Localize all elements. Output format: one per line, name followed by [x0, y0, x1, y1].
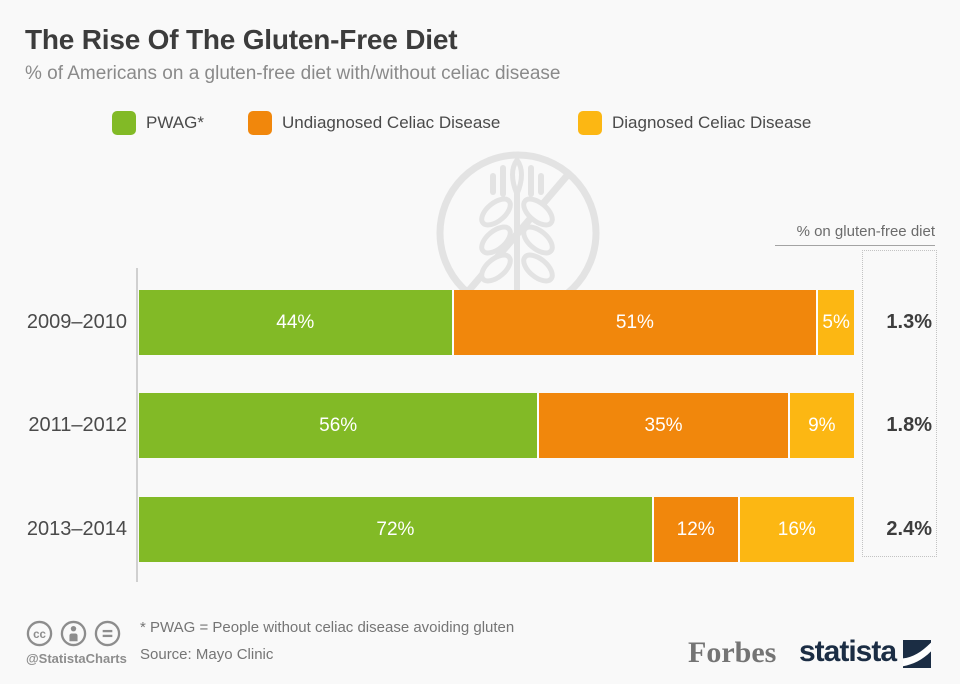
forbes-logo[interactable]: Forbes: [688, 636, 777, 669]
right-axis-title: % on gluten-free diet: [796, 223, 935, 240]
legend-item: PWAG*: [112, 110, 204, 135]
bar-row: 44% 51% 5%: [139, 290, 854, 355]
footnote: * PWAG = People without celiac disease a…: [140, 619, 515, 636]
legend-item: Diagnosed Celiac Disease: [578, 110, 811, 135]
bar-segment: 56%: [139, 393, 540, 458]
statista-swoosh-icon: [903, 640, 932, 668]
bar-segment: 72%: [139, 497, 654, 562]
svg-text:cc: cc: [33, 629, 46, 641]
total-on-diet-label: 1.8%: [886, 414, 932, 436]
bar-segment: 12%: [653, 497, 740, 562]
legend-swatch: [248, 110, 272, 135]
no-derivatives-icon[interactable]: [94, 620, 121, 647]
statista-logo[interactable]: statista: [799, 635, 932, 668]
cc-icon[interactable]: cc: [26, 620, 53, 647]
bar-row: 72% 12% 16%: [139, 497, 854, 562]
bar-segment: 16%: [739, 497, 854, 562]
attribution-icon[interactable]: [60, 620, 87, 647]
legend-swatch: [578, 110, 602, 135]
right-axis-underline: [775, 245, 935, 246]
cc-license-icons[interactable]: cc: [26, 620, 121, 647]
source-label: Source: Mayo Clinic: [140, 646, 274, 663]
page-title: The Rise Of The Gluten-Free Diet: [25, 24, 458, 55]
page-subtitle: % of Americans on a gluten-free diet wit…: [25, 63, 561, 84]
bar-segment: 9%: [789, 393, 854, 458]
y-axis-line: [136, 268, 138, 582]
legend-label: Diagnosed Celiac Disease: [612, 112, 812, 132]
bar-row: 56% 35% 9%: [139, 393, 854, 458]
right-axis-dotted-box: [862, 250, 937, 557]
statista-charts-handle[interactable]: @StatistaCharts: [26, 651, 127, 666]
legend-label: PWAG*: [146, 112, 204, 132]
legend-label: Undiagnosed Celiac Disease: [282, 112, 501, 132]
category-label: 2009–2010: [26, 311, 127, 333]
bar-segment: 35%: [539, 393, 790, 458]
total-on-diet-label: 2.4%: [886, 518, 932, 540]
bar-segment: 44%: [139, 290, 454, 355]
bar-segment: 51%: [453, 290, 819, 355]
statista-logo-text: statista: [799, 635, 897, 668]
category-label: 2011–2012: [28, 414, 127, 436]
bar-segment: 5%: [818, 290, 854, 355]
legend-swatch: [112, 110, 136, 135]
category-label: 2013–2014: [26, 518, 127, 540]
legend-item: Undiagnosed Celiac Disease: [248, 110, 500, 135]
total-on-diet-label: 1.3%: [886, 311, 932, 333]
